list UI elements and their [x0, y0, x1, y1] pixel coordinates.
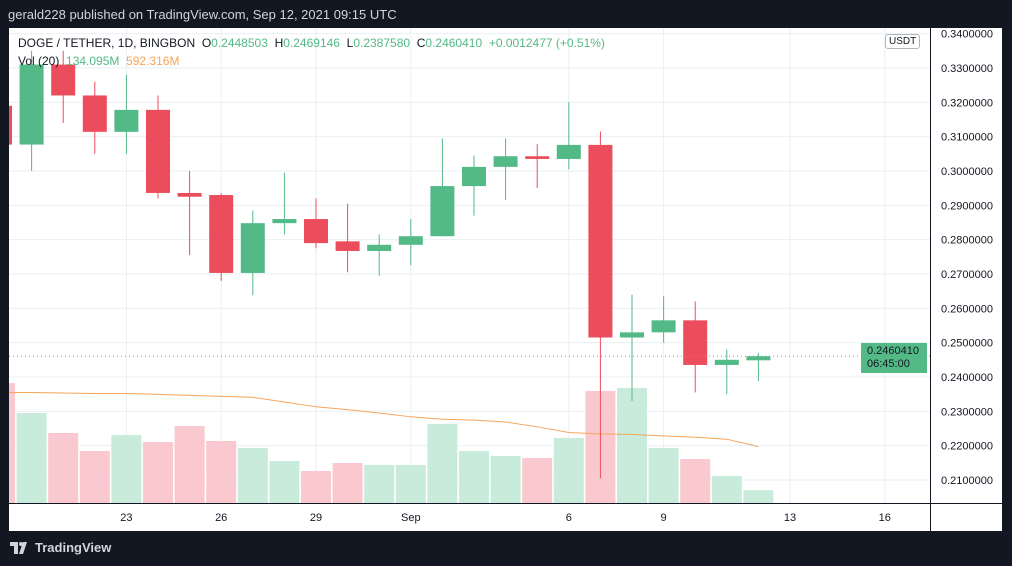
candle-body: [19, 64, 44, 145]
volume-bar: [174, 426, 205, 503]
price-tick-label: 0.2300000: [941, 406, 993, 418]
volume-bar: [48, 433, 79, 503]
candle-body: [272, 219, 297, 224]
price-tick-label: 0.3100000: [941, 132, 993, 144]
price-tick-label: 0.2900000: [941, 200, 993, 212]
price-tick-label: 0.3000000: [941, 166, 993, 178]
candle-body: [683, 320, 708, 365]
close-label: C: [416, 36, 426, 50]
volume-bar: [332, 463, 363, 503]
close-value: 0.2460410: [425, 36, 483, 50]
candle-body: [177, 192, 202, 197]
time-tick-label: 13: [784, 512, 796, 524]
price-tick-label: 0.3400000: [941, 29, 993, 41]
candle-body: [9, 105, 12, 145]
time-tick-label: 26: [215, 512, 227, 524]
volume-value: 134.095M: [66, 54, 120, 68]
volume-ma-line: [9, 392, 759, 448]
tradingview-logo: TradingView: [10, 540, 111, 555]
volume-bar: [553, 437, 584, 503]
candle-body: [462, 166, 486, 187]
price-tick-label: 0.2500000: [941, 338, 993, 350]
price-tick-label: 0.2600000: [941, 303, 993, 315]
volume-bar: [648, 447, 679, 503]
volume-bar: [237, 447, 268, 503]
legend: DOGE / TETHER, 1D, BINGBON O0.2448503 H0…: [18, 34, 605, 70]
candle-body: [398, 236, 423, 245]
volume-bar: [364, 465, 395, 503]
volume-bar: [9, 383, 15, 503]
candle-body: [714, 359, 739, 365]
price-tick-label: 0.3200000: [941, 97, 993, 109]
volume-ma-value: 592.316M: [126, 54, 180, 68]
candle-body: [335, 241, 360, 251]
bar-countdown: 06:45:00: [867, 358, 910, 371]
volume-bar: [743, 490, 774, 503]
candle-body: [82, 95, 107, 132]
volume-bar: [680, 459, 711, 503]
candle-body: [209, 195, 234, 273]
time-tick-label: 29: [310, 512, 322, 524]
open-value: 0.2448503: [211, 36, 268, 50]
candle-body: [430, 186, 455, 237]
open-label: O: [201, 36, 212, 50]
tradingview-logo-icon: [10, 541, 27, 554]
brand-name: TradingView: [35, 540, 112, 555]
low-value: 0.2387580: [353, 36, 411, 50]
high-value: 0.2469146: [283, 36, 340, 50]
candle-body: [240, 223, 265, 273]
time-tick-label: 9: [661, 512, 667, 524]
volume-bar: [711, 475, 742, 503]
candle-body: [114, 109, 139, 132]
candle-body: [304, 219, 328, 244]
last-price: 0.2460410: [867, 345, 919, 358]
high-label: H: [274, 36, 284, 50]
price-tick-label: 0.2400000: [941, 372, 993, 384]
volume-bar: [522, 457, 553, 503]
change-value: +0.0012477 (+0.51%): [488, 36, 605, 50]
volume-bar: [459, 451, 489, 503]
volume-bar: [617, 387, 647, 503]
volume-bar: [427, 423, 458, 503]
chart-frame[interactable]: 0.3400000 0.3300000 0.3200000 0.3100000 0.30…: [9, 28, 1002, 531]
volume-bar: [269, 461, 300, 503]
volume-bar: [16, 413, 47, 503]
candle-body: [367, 244, 392, 251]
candle-body: [493, 156, 518, 167]
volume-bar: [79, 451, 110, 503]
price-tick-label: 0.2200000: [941, 441, 993, 453]
volume-bar: [111, 435, 142, 503]
candle-body: [146, 109, 170, 193]
price-chart[interactable]: 0.3400000 0.3300000 0.3200000 0.3100000 0.30…: [9, 28, 1002, 531]
price-tick-label: 0.3300000: [941, 63, 993, 75]
volume-bar: [206, 441, 237, 503]
time-tick-label: 6: [566, 512, 572, 524]
price-tick-label: 0.2700000: [941, 269, 993, 281]
candle-body: [556, 144, 581, 159]
time-tick-label: Sep: [401, 512, 421, 524]
volume-bar: [490, 455, 521, 503]
low-label: L: [346, 36, 354, 50]
time-tick-label: 23: [120, 512, 132, 524]
volume-label[interactable]: Vol (20): [18, 54, 60, 68]
volume-bar: [301, 471, 331, 503]
currency-badge[interactable]: USDT: [885, 34, 921, 49]
price-tick-label: 0.2800000: [941, 235, 993, 247]
symbol[interactable]: DOGE / TETHER, 1D, BINGBON: [18, 36, 196, 50]
candle-body: [746, 356, 771, 361]
candle-body: [620, 332, 644, 338]
publish-info: gerald228 published on TradingView.com, …: [8, 7, 397, 22]
candle-body: [651, 320, 676, 333]
candle-body: [51, 64, 76, 96]
volume-bar: [143, 442, 173, 503]
price-tick-label: 0.2100000: [941, 475, 993, 487]
candle-body: [588, 144, 613, 338]
candle-body: [525, 156, 550, 159]
volume-bar: [395, 465, 426, 503]
time-tick-label: 16: [879, 512, 891, 524]
last-price-label: 0.2460410 06:45:00: [861, 343, 927, 374]
